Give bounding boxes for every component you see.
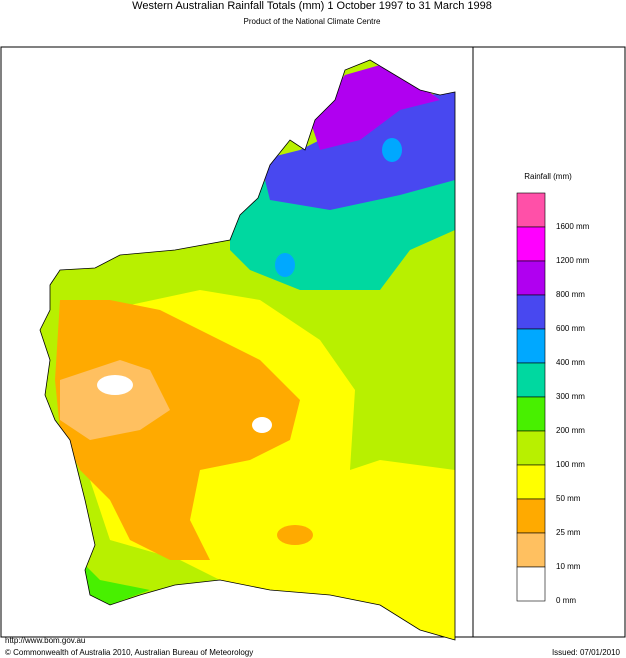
legend-label: 100 mm xyxy=(556,460,585,469)
legend-swatch xyxy=(516,226,546,262)
legend-label: 1200 mm xyxy=(556,256,590,265)
legend-swatch xyxy=(516,192,546,228)
legend-label: 25 mm xyxy=(556,528,581,537)
legend-swatch xyxy=(516,294,546,330)
legend-swatch xyxy=(516,328,546,364)
legend-label: 50 mm xyxy=(556,494,581,503)
legend-title: Rainfall (mm) xyxy=(524,172,572,181)
legend-label: 0 mm xyxy=(556,596,576,605)
rainfall-zones xyxy=(40,60,455,640)
legend-label: 400 mm xyxy=(556,358,585,367)
legend-swatch xyxy=(516,430,546,466)
legend-swatch xyxy=(516,260,546,296)
legend-swatch xyxy=(516,532,546,568)
frame xyxy=(0,46,626,638)
footer-issued: Issued: 07/01/2010 xyxy=(552,648,621,657)
legend-label: 1600 mm xyxy=(556,222,590,231)
legend-swatch xyxy=(516,566,546,602)
legend-label: 300 mm xyxy=(556,392,585,401)
legend-swatch xyxy=(516,464,546,500)
legend-label: 800 mm xyxy=(556,290,585,299)
coastline xyxy=(39,59,456,641)
legend-swatch xyxy=(516,396,546,432)
legend-label: 200 mm xyxy=(556,426,585,435)
footer-url: http://www.bom.gov.au xyxy=(5,636,85,645)
legend-label: 600 mm xyxy=(556,324,585,333)
subtitle: Product of the National Climate Centre xyxy=(244,17,382,26)
legend: 1600 mm 1200 mm 800 mm 600 mm 400 mm 300 mm 20… xyxy=(516,192,590,605)
legend-label: 10 mm xyxy=(556,562,581,571)
legend-swatch xyxy=(516,362,546,398)
legend-swatch xyxy=(516,498,546,534)
footer-copyright: © Commonwealth of Australia 2010, Austra… xyxy=(5,648,253,657)
title: Western Australian Rainfall Totals (mm) … xyxy=(132,0,492,12)
